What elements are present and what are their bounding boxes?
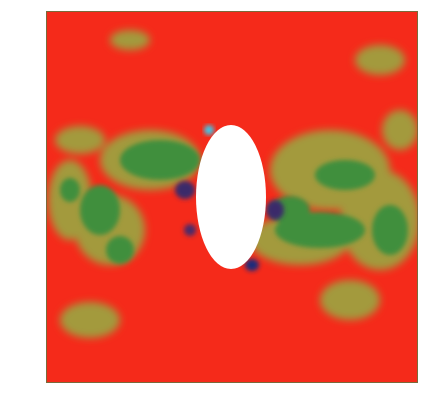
green-regions bbox=[60, 140, 408, 264]
dark-spots bbox=[175, 181, 284, 271]
cyan-spot bbox=[204, 125, 214, 135]
elliptical-hole bbox=[196, 125, 266, 269]
field bbox=[47, 12, 417, 382]
